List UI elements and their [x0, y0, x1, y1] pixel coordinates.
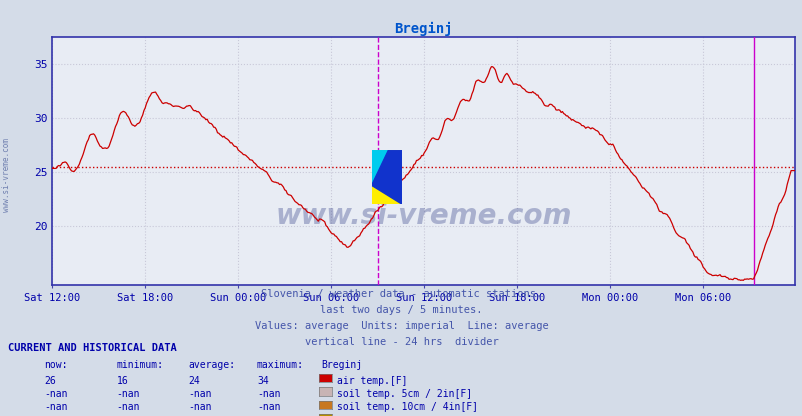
- Text: air temp.[F]: air temp.[F]: [337, 376, 407, 386]
- Text: Slovenia / weather data - automatic stations.: Slovenia / weather data - automatic stat…: [261, 289, 541, 299]
- Title: Breginj: Breginj: [394, 22, 452, 36]
- Text: -nan: -nan: [44, 402, 67, 412]
- Text: www.si-vreme.com: www.si-vreme.com: [2, 138, 11, 212]
- Text: 26: 26: [44, 376, 56, 386]
- Text: vertical line - 24 hrs  divider: vertical line - 24 hrs divider: [304, 337, 498, 347]
- Text: 16: 16: [116, 376, 128, 386]
- Text: last two days / 5 minutes.: last two days / 5 minutes.: [320, 305, 482, 315]
- Text: 24: 24: [188, 376, 200, 386]
- Text: www.si-vreme.com: www.si-vreme.com: [275, 202, 571, 230]
- Text: soil temp. 10cm / 4in[F]: soil temp. 10cm / 4in[F]: [337, 402, 478, 412]
- Text: -nan: -nan: [257, 389, 280, 399]
- Text: Breginj: Breginj: [321, 360, 362, 370]
- Text: -nan: -nan: [44, 389, 67, 399]
- Text: now:: now:: [44, 360, 67, 370]
- Polygon shape: [371, 150, 402, 204]
- Text: -nan: -nan: [116, 402, 140, 412]
- Text: Values: average  Units: imperial  Line: average: Values: average Units: imperial Line: av…: [254, 321, 548, 331]
- Text: -nan: -nan: [188, 389, 212, 399]
- Text: soil temp. 5cm / 2in[F]: soil temp. 5cm / 2in[F]: [337, 389, 472, 399]
- Text: CURRENT AND HISTORICAL DATA: CURRENT AND HISTORICAL DATA: [8, 343, 176, 353]
- Text: -nan: -nan: [116, 389, 140, 399]
- Polygon shape: [371, 150, 388, 186]
- Text: 34: 34: [257, 376, 269, 386]
- Text: average:: average:: [188, 360, 236, 370]
- Text: minimum:: minimum:: [116, 360, 164, 370]
- Text: maximum:: maximum:: [257, 360, 304, 370]
- Text: -nan: -nan: [257, 402, 280, 412]
- Text: -nan: -nan: [188, 402, 212, 412]
